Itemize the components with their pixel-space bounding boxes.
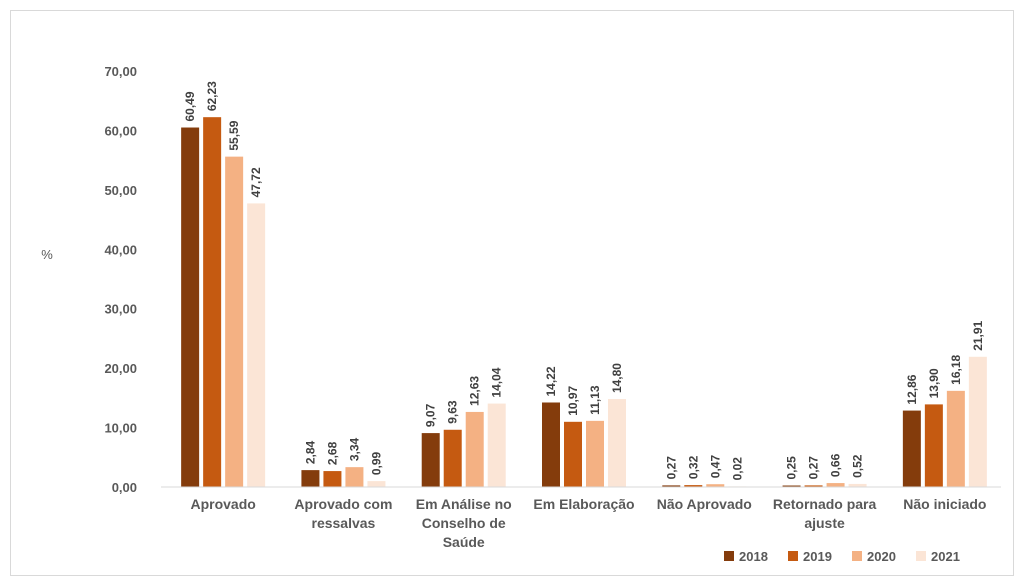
x-tick-label: Aprovado: [190, 496, 255, 512]
x-tick-label-line: Retornado para: [773, 496, 877, 512]
bar: [804, 485, 823, 487]
data-label: 2,84: [303, 440, 317, 464]
data-label: 3,34: [347, 437, 361, 461]
bar: [225, 156, 244, 487]
bar: [443, 429, 462, 487]
bar: [924, 404, 943, 487]
data-label: 14,80: [610, 363, 624, 393]
data-label: 0,99: [369, 451, 383, 475]
y-tick-label: 0,00: [112, 480, 137, 495]
x-labels: Aprovado Aprovado com ressalvas Em Análise …: [190, 496, 986, 550]
bar: [848, 483, 867, 487]
data-label: 0,32: [686, 455, 700, 479]
x-tick-label: Retornado para ajuste: [773, 496, 877, 531]
data-label: 55,59: [227, 120, 241, 150]
data-label: 13,90: [927, 368, 941, 398]
legend-label: 2020: [867, 549, 896, 564]
bar: [247, 203, 266, 487]
bar: [421, 433, 440, 487]
x-tick-label-line: Não Aprovado: [657, 496, 752, 512]
bar: [902, 410, 921, 487]
bar: [564, 421, 582, 487]
bar: [323, 471, 342, 487]
y-tick-label: 30,00: [104, 302, 137, 317]
y-ticks: 0,00 10,00 20,00 30,00 40,00 50,00 60,00 70,00: [104, 64, 137, 495]
data-label: 14,04: [490, 367, 504, 397]
data-label: 0,02: [730, 457, 744, 481]
data-label: 16,18: [949, 354, 963, 384]
y-tick-label: 70,00: [104, 64, 137, 79]
bar: [487, 403, 506, 487]
data-label: 9,07: [424, 403, 438, 427]
data-label: 9,63: [446, 400, 460, 424]
y-tick-label: 40,00: [104, 242, 137, 257]
bar: [826, 483, 845, 487]
bar: [203, 117, 222, 488]
legend-swatch: [724, 551, 734, 561]
legend-label: 2019: [803, 549, 832, 564]
data-label: 62,23: [205, 81, 219, 111]
data-label: 2,68: [325, 441, 339, 465]
bar: [946, 390, 965, 487]
bar: [608, 399, 626, 487]
x-tick-label-line: Saúde: [443, 534, 485, 550]
data-label: 0,27: [807, 456, 821, 480]
data-label: 11,13: [588, 385, 602, 415]
x-tick-label-line: ajuste: [804, 515, 845, 531]
legend-swatch: [788, 551, 798, 561]
y-tick-label: 10,00: [104, 421, 137, 436]
bar: [367, 481, 386, 487]
bar: [542, 402, 560, 487]
x-tick-label-line: Conselho de: [422, 515, 506, 531]
bar-labels: 60,49 62,23 55,59 47,72 2,84 2,68 3,34 0,99 9,07…: [183, 81, 985, 481]
data-label: 60,49: [183, 91, 197, 121]
y-tick-label: 20,00: [104, 361, 137, 376]
bar: [968, 356, 987, 487]
legend: 2018 2019 2020 2021: [724, 549, 960, 564]
bar: [345, 467, 364, 487]
data-label: 12,63: [468, 376, 482, 406]
data-label: 21,91: [971, 320, 985, 350]
x-tick-label: Em Elaboração: [533, 496, 634, 512]
x-tick-label-line: Em Análise no: [416, 496, 512, 512]
bar-chart: % 0,00 10,00 20,00 30,00 40,00 50,00 60,00 70,0…: [41, 64, 1001, 564]
y-tick-label: 50,00: [104, 183, 137, 198]
data-label: 0,47: [708, 455, 722, 479]
chart-frame: % 0,00 10,00 20,00 30,00 40,00 50,00 60,00 70,0…: [10, 10, 1014, 576]
data-label: 14,22: [544, 366, 558, 396]
data-label: 12,86: [905, 374, 919, 404]
data-label: 47,72: [249, 167, 263, 197]
x-tick-label-line: Aprovado: [190, 496, 255, 512]
x-tick-label-line: Aprovado com: [294, 496, 392, 512]
bar: [586, 420, 604, 487]
x-tick-label: Em Análise no Conselho de Saúde: [416, 496, 512, 550]
x-tick-label: Não Aprovado: [657, 496, 752, 512]
x-tick-label-line: Não iniciado: [903, 496, 986, 512]
bar: [684, 485, 703, 487]
y-tick-label: 60,00: [104, 123, 137, 138]
legend-swatch: [852, 551, 862, 561]
x-tick-label: Não iniciado: [903, 496, 986, 512]
bar: [465, 411, 484, 487]
data-label: 0,27: [664, 456, 678, 480]
legend-label: 2018: [739, 549, 768, 564]
data-label: 0,66: [829, 453, 843, 477]
bar: [706, 484, 725, 487]
bars: [181, 117, 987, 488]
legend-label: 2021: [931, 549, 960, 564]
data-label: 0,52: [851, 454, 865, 478]
x-tick-label-line: ressalvas: [312, 515, 376, 531]
bar: [782, 485, 801, 487]
data-label: 10,97: [566, 385, 580, 415]
x-tick-label-line: Em Elaboração: [533, 496, 634, 512]
legend-swatch: [916, 551, 926, 561]
bar: [301, 470, 320, 487]
x-tick-label: Aprovado com ressalvas: [294, 496, 392, 531]
bar: [662, 485, 681, 487]
data-label: 0,25: [785, 456, 799, 480]
bar: [181, 127, 200, 487]
y-axis-label: %: [41, 247, 53, 262]
